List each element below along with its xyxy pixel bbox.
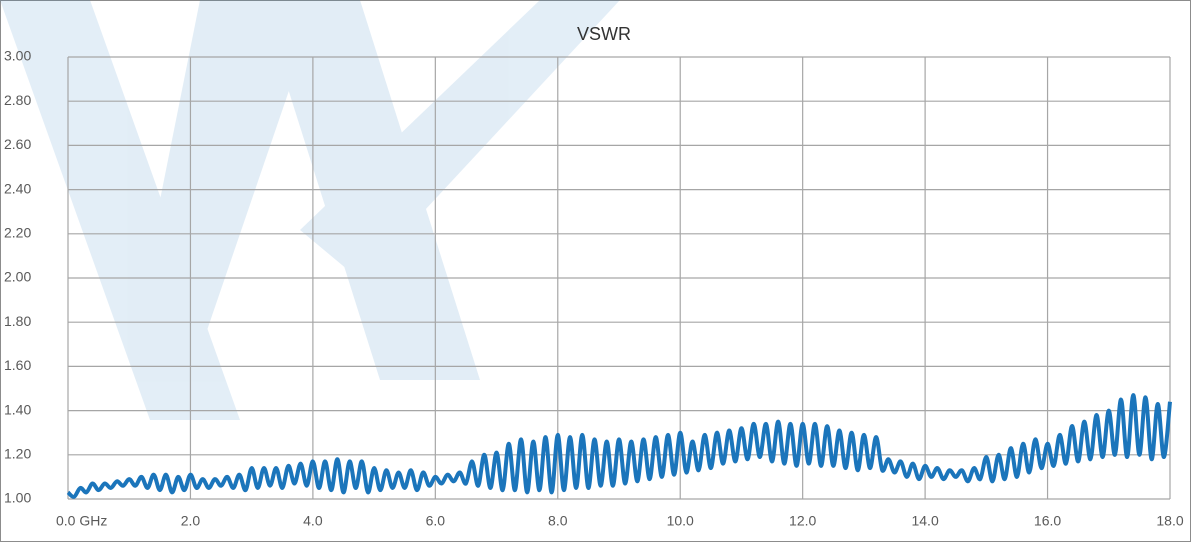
y-tick-label: 1.80: [4, 313, 31, 329]
y-tick-label: 1.00: [4, 490, 31, 506]
x-tick-label: 0.0 GHz: [56, 513, 107, 529]
y-tick-label: 2.40: [4, 180, 31, 196]
y-tick-label: 2.20: [4, 225, 31, 241]
x-tick-label: 14.0: [911, 513, 938, 529]
y-tick-label: 1.60: [4, 357, 31, 373]
x-tick-label: 4.0: [303, 513, 323, 529]
watermark-shape: [300, 0, 620, 280]
series-line: [66, 393, 1172, 499]
plot-area: 1.00 1.20 1.40 1.60 1.80 2.00 2.20 2.40 2.60 2.80…: [4, 48, 1184, 529]
x-tick-label: 16.0: [1034, 513, 1061, 529]
x-tick-label: 2.0: [181, 513, 201, 529]
y-tick-label: 1.40: [4, 401, 31, 417]
x-tick-label: 12.0: [789, 513, 816, 529]
x-tick-label: 8.0: [548, 513, 568, 529]
x-tick-label: 10.0: [667, 513, 694, 529]
chart-title: VSWR: [577, 24, 631, 44]
watermark-shape: [0, 0, 240, 420]
x-tick-label: 18.0: [1156, 513, 1183, 529]
y-tick-label: 2.00: [4, 269, 31, 285]
y-tick-label: 1.20: [4, 446, 31, 462]
y-tick-label: 2.80: [4, 92, 31, 108]
y-tick-label: 3.00: [4, 48, 31, 64]
x-tick-label: 6.0: [426, 513, 446, 529]
y-tick-label: 2.60: [4, 136, 31, 152]
